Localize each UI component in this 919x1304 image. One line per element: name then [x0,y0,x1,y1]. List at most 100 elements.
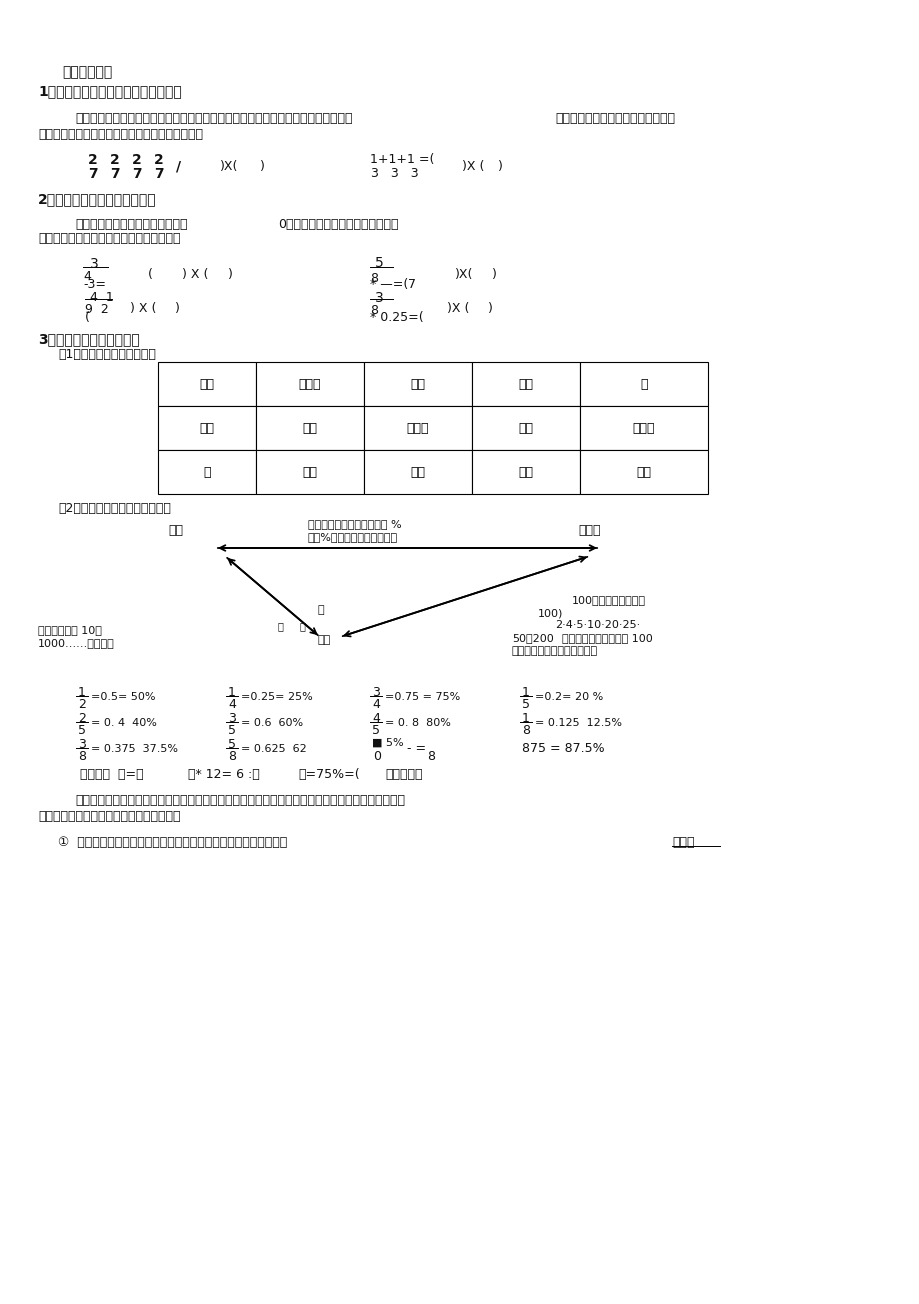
Text: 分子: 分子 [302,421,317,434]
Text: 7: 7 [88,167,97,181]
Text: 2: 2 [78,698,85,711]
Bar [471,363,579,406]
Text: 分数线: 分数线 [406,421,429,434]
Text: 9  2: 9 2 [85,303,108,316]
Text: 2·4·5·10·20·25·: 2·4·5·10·20·25· [554,619,640,630]
Text: 4: 4 [83,270,91,283]
Text: 除数: 除数 [518,377,533,390]
Text: = 0. 8  80%: = 0. 8 80% [384,719,450,728]
Text: -3=: -3= [83,278,106,291]
Text: )X (: )X ( [447,303,469,316]
Text: 除法: 除法 [199,377,214,390]
Text: =0.5= 50%: =0.5= 50% [91,692,155,702]
Text: 小数点向右移动两位，添上 %: 小数点向右移动两位，添上 % [308,519,402,529]
Text: 5: 5 [521,698,529,711]
Text: 4  1: 4 1 [90,291,114,304]
Text: 3: 3 [371,686,380,699]
Text: 7: 7 [153,167,164,181]
Text: 除号: 除号 [410,377,425,390]
Text: 0: 0 [372,750,380,763]
Text: 小数: 小数 [168,524,183,537]
Text: （2）百分数、分数、小数的互化: （2）百分数、分数、小数的互化 [58,502,171,515]
Text: )X(: )X( [455,269,473,280]
Text: 商: 商 [318,605,324,615]
Text: 2: 2 [153,153,164,167]
Text: 7: 7 [131,167,142,181]
Text: 8: 8 [521,724,529,737]
Text: 2: 2 [110,153,119,167]
Text: 8: 8 [426,750,435,763]
Text: = 0.125  12.5%: = 0.125 12.5% [535,719,621,728]
Text: 1: 1 [78,686,85,699]
Text: 去掉%，小数点向右移动两位: 去掉%，小数点向右移动两位 [308,532,398,542]
Text: 2: 2 [88,153,97,167]
Text: 2: 2 [131,153,142,167]
Bar [158,450,255,494]
Text: 分析：这个题要综合运用百分数、分数和小数的互化，除法分数和比的关系，分数的基本性质，除法: 分析：这个题要综合运用百分数、分数和小数的互化，除法分数和比的关系，分数的基本性… [75,794,404,807]
Text: 3、除法、分数和比的转换: 3、除法、分数和比的转换 [38,333,140,346]
Text: ) X (: ) X ( [130,303,156,316]
Text: 1: 1 [228,686,235,699]
Text: )X(: )X( [220,160,238,173]
Text: = 0.375  37.5%: = 0.375 37.5% [91,745,177,754]
Text: 后项: 后项 [518,466,533,479]
Text: 8: 8 [369,304,378,317]
Text: ）【小数】: ）【小数】 [384,768,422,781]
Text: 1分数加法与分数乘整数的算式变换。: 1分数加法与分数乘整数的算式变换。 [38,83,182,98]
Bar [471,450,579,494]
Text: 8: 8 [369,273,378,286]
Text: 商不变性质和比的基本性质等方面的知识。: 商不变性质和比的基本性质等方面的知识。 [38,810,180,823]
Text: 1: 1 [521,712,529,725]
Text: 7: 7 [110,167,119,181]
Text: =0.25= 25%: =0.25= 25% [241,692,312,702]
Text: 分数: 分数 [318,635,331,645]
Text: 3: 3 [228,712,235,725]
Bar [579,450,708,494]
Text: 100): 100) [538,608,562,618]
Text: 比: 比 [203,466,210,479]
Bar [579,406,708,450]
Text: 5: 5 [375,256,383,270]
Text: ): ) [497,160,503,173]
Text: 1+1+1 =(: 1+1+1 =( [369,153,434,166]
Text: /: / [176,159,181,173]
Text: 5: 5 [371,724,380,737]
Text: = 0. 4  40%: = 0. 4 40% [91,719,157,728]
Text: 百分数: 百分数 [577,524,600,537]
Bar [255,406,364,450]
Text: )X (: )X ( [461,160,483,173]
Text: 3: 3 [375,291,383,305]
Text: 、算式变换。: 、算式变换。 [62,65,112,80]
Text: 商: 商 [640,377,647,390]
Text: 8: 8 [78,750,85,763]
Text: * 0.25=(: * 0.25=( [369,310,423,323]
Text: = 0.625  62: = 0.625 62 [241,745,306,754]
Text: ) X (: ) X ( [182,269,208,280]
Text: ①  找到已知的数（式子），如果不是最简分数先转换成最简分数。: ① 找到已知的数（式子），如果不是最简分数先转换成最简分数。 [58,836,287,849]
Bar [255,363,364,406]
Text: 上题中: 上题中 [671,836,694,849]
Text: 2: 2 [78,712,85,725]
Text: 5: 5 [228,724,236,737]
Text: 3: 3 [90,257,98,271]
Text: 用: 用 [278,621,284,631]
Text: 1000……的分数，: 1000……的分数， [38,638,115,648]
Text: 5: 5 [78,724,85,737]
Text: 分数值: 分数值 [632,421,654,434]
Bar [364,363,471,406]
Text: = 0.6  60%: = 0.6 60% [241,719,302,728]
Text: * —=(: * —=( [369,278,408,291]
Text: 示: 示 [300,621,305,631]
Text: 分母: 分母 [518,421,533,434]
Text: 被除数: 被除数 [299,377,321,390]
Text: 4: 4 [371,712,380,725]
Text: 8: 8 [228,750,236,763]
Text: ): ) [260,160,265,173]
Text: 5: 5 [228,738,236,751]
Text: ■ 5%: ■ 5% [371,738,403,748]
Text: 3   3   3: 3 3 3 [370,167,418,180]
Text: ): ) [492,269,496,280]
Bar [255,450,364,494]
Text: 0除外），等于乘上这个数的倒数。: 0除外），等于乘上这个数的倒数。 [278,218,398,231]
Text: 例题：（  ）=（: 例题：（ ）=（ [80,768,143,781]
